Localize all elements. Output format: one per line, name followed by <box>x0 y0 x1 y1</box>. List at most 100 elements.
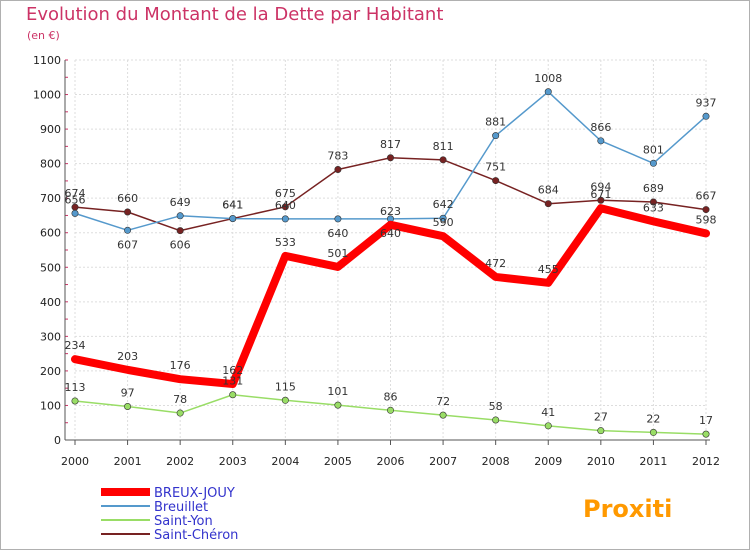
data-label: 86 <box>384 390 398 403</box>
data-point <box>439 214 447 222</box>
data-label: 671 <box>590 188 611 201</box>
data-label: 455 <box>538 263 559 276</box>
y-tick-label: 900 <box>40 123 61 136</box>
x-tick-label: 2012 <box>692 455 720 468</box>
data-point <box>544 200 552 208</box>
data-label: 667 <box>696 190 717 203</box>
y-tick-label: 1100 <box>33 54 61 67</box>
watermark-logo: Proxiti <box>583 495 672 523</box>
data-label: 176 <box>170 359 191 372</box>
data-label: 72 <box>436 395 450 408</box>
chart-subtitle: (en €) <box>27 29 60 42</box>
data-point <box>334 215 342 223</box>
data-point <box>649 198 657 206</box>
series-line-breuxjouy <box>71 204 710 389</box>
data-point <box>176 409 184 417</box>
data-label: 58 <box>489 400 503 413</box>
data-point <box>492 132 500 140</box>
data-label: 801 <box>643 143 664 156</box>
data-point <box>124 208 132 216</box>
data-label: 590 <box>433 216 454 229</box>
data-label: 656 <box>65 193 86 206</box>
data-label: 22 <box>646 412 660 425</box>
y-tick-label: 400 <box>40 296 61 309</box>
data-label: 472 <box>485 257 506 270</box>
data-label: 675 <box>275 187 296 200</box>
data-point <box>71 397 79 405</box>
x-tick-label: 2000 <box>61 455 89 468</box>
data-label: 533 <box>275 236 296 249</box>
data-point <box>649 428 657 436</box>
watermark: Proxiti <box>583 495 672 523</box>
data-point <box>597 427 605 435</box>
data-point <box>386 406 394 414</box>
data-label: 640 <box>275 199 296 212</box>
x-tick-label: 2011 <box>639 455 667 468</box>
y-tick-label: 800 <box>40 158 61 171</box>
data-point <box>229 391 237 399</box>
data-label: 751 <box>485 161 506 174</box>
y-tick-label: 200 <box>40 365 61 378</box>
data-label: 641 <box>222 199 243 212</box>
data-point <box>544 88 552 96</box>
data-point <box>492 416 500 424</box>
data-label: 607 <box>117 238 138 251</box>
x-tick-label: 2002 <box>166 455 194 468</box>
x-tick-label: 2008 <box>482 455 510 468</box>
y-tick-label: 300 <box>40 330 61 343</box>
data-label: 101 <box>327 385 348 398</box>
data-point <box>176 212 184 220</box>
data-label: 811 <box>433 140 454 153</box>
data-label: 642 <box>433 198 454 211</box>
data-point <box>334 401 342 409</box>
data-point <box>439 411 447 419</box>
data-label: 501 <box>327 247 348 260</box>
y-tick-label: 0 <box>54 434 61 447</box>
data-point <box>597 137 605 145</box>
data-label: 606 <box>170 239 191 252</box>
legend-label: Saint-Chéron <box>154 528 238 543</box>
data-label: 866 <box>590 121 611 134</box>
data-label: 1008 <box>534 72 562 85</box>
data-label: 881 <box>485 116 506 129</box>
data-point <box>176 227 184 235</box>
x-tick-label: 2003 <box>219 455 247 468</box>
y-tick-label: 700 <box>40 192 61 205</box>
x-tick-label: 2007 <box>429 455 457 468</box>
y-tick-label: 100 <box>40 399 61 412</box>
data-point <box>597 196 605 204</box>
data-label: 203 <box>117 350 138 363</box>
data-label: 694 <box>590 180 611 193</box>
data-point <box>544 422 552 430</box>
data-label: 660 <box>117 192 138 205</box>
data-label: 640 <box>327 227 348 240</box>
data-point <box>124 402 132 410</box>
x-tick-label: 2010 <box>587 455 615 468</box>
data-label: 817 <box>380 138 401 151</box>
data-point <box>439 156 447 164</box>
data-label: 41 <box>541 406 555 419</box>
data-label: 115 <box>275 380 296 393</box>
x-tick-label: 2006 <box>377 455 405 468</box>
data-label: 623 <box>380 205 401 218</box>
x-tick-label: 2004 <box>271 455 299 468</box>
y-tick-label: 600 <box>40 227 61 240</box>
data-label: 783 <box>327 150 348 163</box>
legend-label: BREUX-JOUY <box>154 486 235 501</box>
series-layer <box>71 88 710 438</box>
data-point <box>229 215 237 223</box>
data-label: 113 <box>65 381 86 394</box>
data-label: 27 <box>594 411 608 424</box>
data-label: 97 <box>121 386 135 399</box>
x-tick-label: 2005 <box>324 455 352 468</box>
data-label: 649 <box>170 196 191 209</box>
data-label: 684 <box>538 184 559 197</box>
data-label: 234 <box>65 339 86 352</box>
data-point <box>281 396 289 404</box>
x-tick-label: 2001 <box>114 455 142 468</box>
data-point <box>702 430 710 438</box>
data-label: 162 <box>222 364 243 377</box>
